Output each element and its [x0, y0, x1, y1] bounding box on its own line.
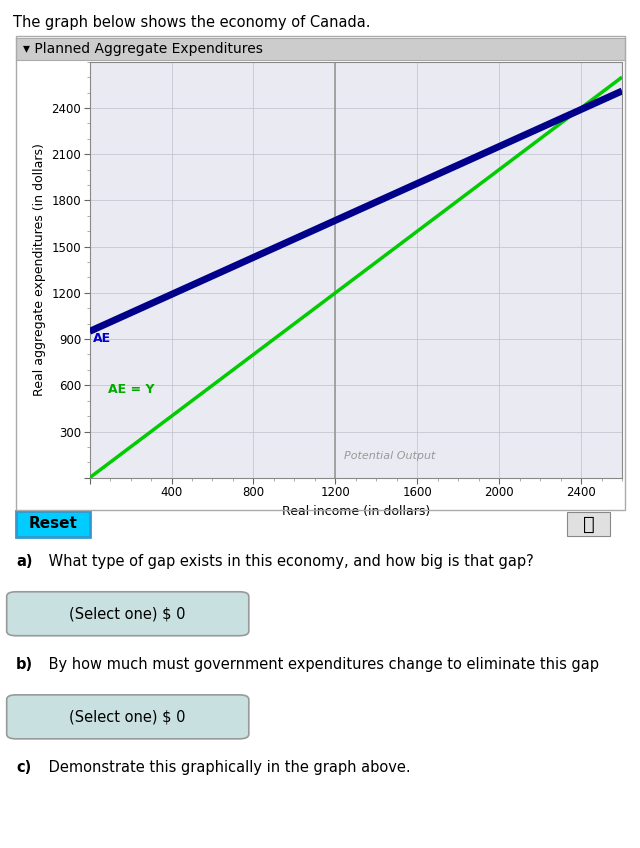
Text: AE = Y: AE = Y: [108, 383, 154, 396]
FancyBboxPatch shape: [567, 511, 611, 536]
Text: c): c): [16, 760, 31, 775]
Text: ▾ Planned Aggregate Expenditures: ▾ Planned Aggregate Expenditures: [23, 42, 263, 56]
Text: 🗑: 🗑: [583, 515, 595, 533]
FancyBboxPatch shape: [6, 592, 249, 636]
X-axis label: Real income (in dollars): Real income (in dollars): [282, 505, 430, 517]
Text: Potential Output: Potential Output: [344, 451, 435, 460]
Text: (Select one) $ 0: (Select one) $ 0: [70, 710, 186, 724]
Text: By how much must government expenditures change to eliminate this gap: By how much must government expenditures…: [44, 657, 599, 672]
Y-axis label: Real aggregate expenditures (in dollars): Real aggregate expenditures (in dollars): [33, 143, 46, 396]
FancyBboxPatch shape: [16, 510, 90, 537]
Text: a): a): [16, 554, 33, 569]
Text: Demonstrate this graphically in the graph above.: Demonstrate this graphically in the grap…: [44, 760, 411, 775]
Text: What type of gap exists in this economy, and how big is that gap?: What type of gap exists in this economy,…: [44, 554, 534, 569]
Text: The graph below shows the economy of Canada.: The graph below shows the economy of Can…: [13, 15, 371, 30]
Text: AE: AE: [93, 332, 111, 345]
Text: Reset: Reset: [28, 516, 77, 532]
Text: b): b): [16, 657, 33, 672]
FancyBboxPatch shape: [6, 695, 249, 739]
Text: (Select one) $ 0: (Select one) $ 0: [70, 606, 186, 622]
